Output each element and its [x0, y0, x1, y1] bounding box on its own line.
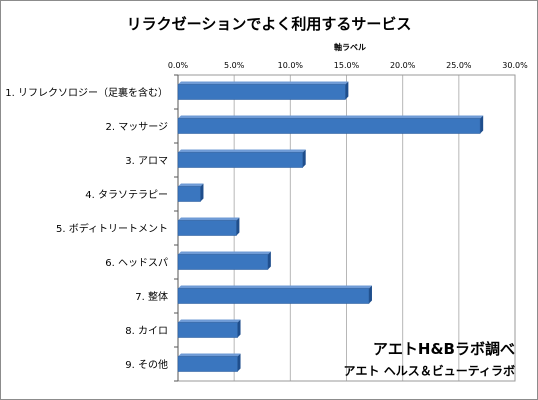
- x-axis-label: 軸ラベル: [334, 42, 366, 52]
- category-labels: 1. リフレクソロジー（足裏を含む） 2. マッサージ 3. アロマ 4. タラソテラ…: [5, 86, 168, 371]
- bar: [177, 285, 372, 304]
- bar: [177, 251, 271, 270]
- bar: [177, 81, 349, 100]
- category-label: 4. タラソテラピー: [85, 189, 168, 201]
- bar: [177, 115, 484, 134]
- bar: [177, 183, 204, 202]
- x-tick-label: 15.0%: [334, 61, 360, 70]
- category-label: 2. マッサージ: [105, 121, 168, 133]
- bar: [177, 353, 241, 372]
- x-tick-label: 10.0%: [278, 61, 304, 70]
- category-label: 8. カイロ: [125, 325, 168, 337]
- category-label: 9. その他: [125, 358, 168, 371]
- category-label: 3. アロマ: [125, 156, 168, 167]
- credit-sub: アエト ヘルス＆ビューティラボ: [343, 364, 515, 378]
- x-tick-label: 30.0%: [502, 61, 528, 70]
- category-label: 5. ボディトリートメント: [56, 222, 168, 235]
- category-label: 6. ヘッドスパ: [105, 257, 168, 269]
- x-tick-label: 0.0%: [168, 61, 189, 70]
- credit-main: アエトH&Bラボ調べ: [372, 340, 515, 358]
- bar: [177, 149, 306, 168]
- bar: [177, 319, 241, 338]
- x-tick-label: 20.0%: [390, 61, 416, 70]
- bar: [177, 217, 240, 236]
- x-tick-label: 25.0%: [446, 61, 472, 70]
- x-tick-label: 5.0%: [224, 61, 245, 70]
- bars: [177, 81, 484, 372]
- category-label: 1. リフレクソロジー（足裏を含む）: [5, 86, 168, 99]
- x-tick-labels: 0.0% 5.0% 10.0% 15.0% 20.0% 25.0% 30.0%: [168, 61, 528, 70]
- chart-title: リラクゼーションでよく利用するサービス: [127, 15, 412, 33]
- category-label: 7. 整体: [135, 290, 168, 303]
